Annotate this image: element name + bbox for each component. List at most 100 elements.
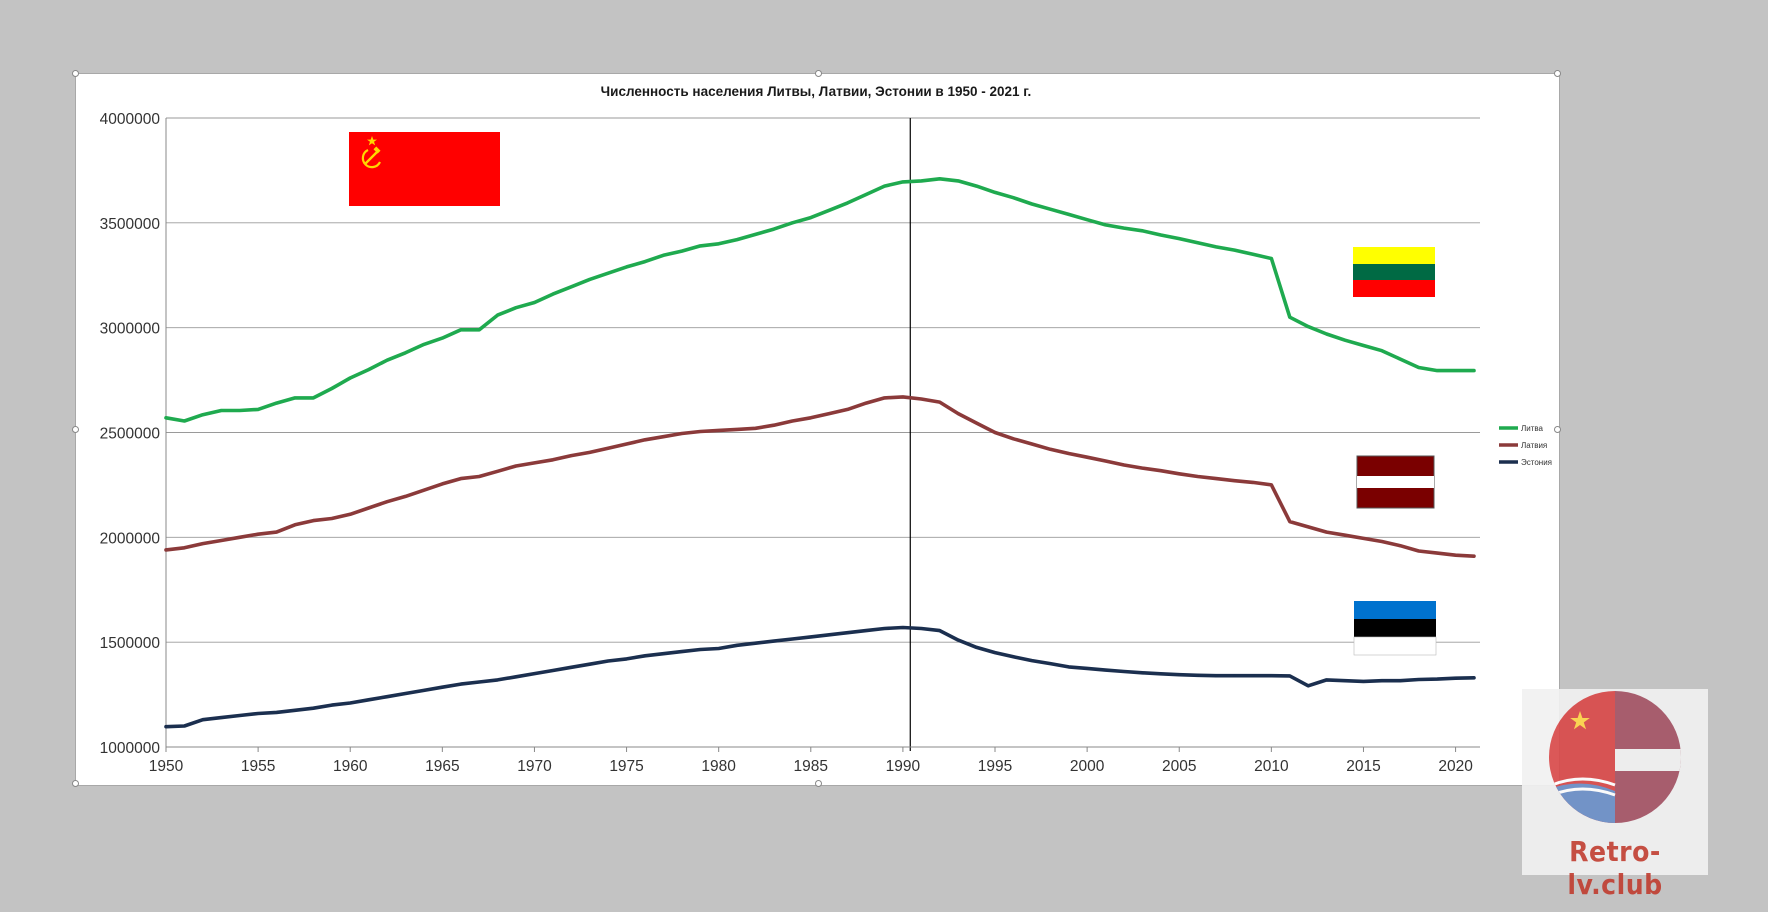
data-point — [901, 180, 905, 184]
y-tick-label: 1000000 — [100, 740, 161, 757]
data-point — [920, 397, 923, 401]
resize-handle-bottom-left[interactable] — [72, 780, 79, 787]
data-point — [570, 285, 573, 288]
data-point — [349, 376, 352, 380]
data-point — [164, 416, 168, 419]
data-point — [754, 233, 757, 236]
data-point — [606, 659, 610, 663]
data-point — [662, 254, 665, 257]
data-point — [809, 416, 812, 419]
data-point — [920, 179, 923, 183]
data-point — [551, 669, 555, 672]
data-point — [975, 646, 978, 649]
data-point — [1472, 676, 1476, 679]
data-point — [330, 517, 333, 520]
data-point — [643, 438, 647, 441]
resize-handle-bottom[interactable] — [815, 780, 822, 787]
data-point — [864, 193, 868, 196]
data-point — [1362, 537, 1365, 540]
data-point — [404, 495, 407, 498]
data-point — [883, 627, 886, 630]
data-point — [809, 216, 812, 219]
data-point — [422, 689, 426, 692]
data-point — [1049, 662, 1052, 665]
data-point — [920, 627, 923, 630]
data-point — [864, 629, 868, 632]
resize-handle-top-right[interactable] — [1554, 70, 1561, 77]
x-tick-label: 2005 — [1162, 758, 1196, 775]
y-axis-ticks: 1000000 1500000 2000000 2500000 3000000 35000… — [100, 111, 161, 757]
resize-handle-right[interactable] — [1554, 426, 1561, 433]
data-point — [422, 489, 426, 492]
data-point — [238, 714, 241, 717]
data-point — [735, 238, 739, 241]
data-point — [1104, 223, 1107, 227]
data-point — [349, 701, 352, 705]
chart-area[interactable]: Численность населения Литвы, Латвии, Эст… — [72, 70, 1561, 787]
data-point — [1472, 369, 1476, 372]
data-point — [422, 343, 426, 346]
data-point — [1436, 677, 1439, 681]
data-point — [772, 424, 776, 427]
data-point — [993, 191, 997, 194]
data-point — [1012, 437, 1015, 440]
data-point — [1104, 668, 1107, 672]
data-point — [367, 506, 370, 510]
data-point — [1141, 466, 1144, 470]
data-point — [256, 408, 260, 411]
resize-handle-left[interactable] — [72, 426, 79, 433]
data-point — [1122, 226, 1126, 230]
data-point — [514, 675, 518, 678]
y-tick-label: 3000000 — [100, 321, 161, 338]
data-point — [459, 328, 462, 331]
data-point — [1307, 325, 1310, 328]
watermark-text: Retro-lv.club — [1567, 835, 1663, 901]
lithuania-flag — [1353, 247, 1435, 297]
data-point — [1233, 248, 1236, 252]
data-point — [957, 179, 960, 183]
resize-handle-top[interactable] — [815, 70, 822, 77]
data-point — [1417, 366, 1420, 369]
data-point — [1454, 554, 1457, 557]
data-point — [1122, 463, 1126, 467]
data-point — [699, 244, 702, 248]
data-point — [404, 692, 407, 695]
watermark-emblem-icon — [1549, 691, 1681, 823]
data-point — [201, 542, 204, 545]
data-point — [1270, 483, 1273, 487]
data-point — [459, 682, 462, 686]
x-tick-label: 1990 — [886, 758, 921, 775]
data-point — [1012, 196, 1015, 199]
data-point — [625, 657, 628, 661]
data-point — [938, 177, 941, 180]
data-point — [1196, 241, 1199, 244]
data-point — [828, 412, 831, 415]
data-point — [846, 631, 849, 634]
series-0 — [164, 177, 1476, 423]
data-point — [1307, 525, 1310, 529]
legend-label: Литва — [1521, 424, 1544, 433]
data-point — [293, 709, 297, 712]
data-point — [1214, 674, 1218, 677]
data-point — [1417, 549, 1420, 553]
data-point — [275, 530, 278, 534]
data-point — [330, 387, 333, 390]
data-point — [256, 712, 260, 715]
data-point — [441, 482, 444, 486]
data-point — [957, 638, 960, 642]
data-point — [606, 447, 610, 450]
data-point — [901, 395, 905, 399]
data-point — [1399, 679, 1402, 682]
data-point — [1251, 674, 1255, 677]
data-point — [275, 711, 278, 714]
data-point — [1436, 551, 1439, 555]
data-point — [1178, 673, 1181, 676]
data-point — [754, 642, 757, 645]
data-point — [1380, 349, 1384, 352]
data-point — [293, 396, 297, 400]
resize-handle-top-left[interactable] — [72, 70, 79, 77]
data-point — [1343, 679, 1347, 682]
data-point — [1436, 369, 1439, 372]
data-point — [164, 548, 168, 552]
data-point — [1030, 442, 1034, 446]
